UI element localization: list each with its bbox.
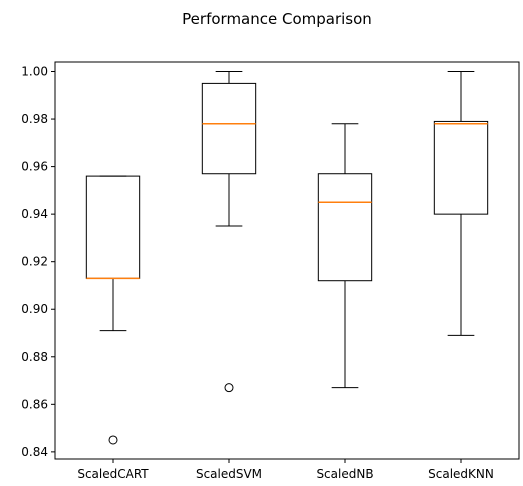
- y-tick-label: 1.00: [21, 65, 48, 79]
- x-tick-label: ScaledSVM: [196, 467, 262, 481]
- chart-title: Performance Comparison: [182, 10, 372, 28]
- box-ScaledCART: [85, 175, 141, 445]
- box-series: [85, 71, 489, 445]
- x-tick-label: ScaledNB: [316, 467, 373, 481]
- box-iqr: [201, 82, 257, 175]
- box-ScaledSVM: [201, 71, 257, 393]
- y-tick-label: 0.98: [21, 112, 48, 126]
- outlier-point: [108, 435, 118, 445]
- box-ScaledNB: [317, 123, 373, 389]
- y-tick-label: 0.84: [21, 445, 48, 459]
- box-iqr: [433, 120, 489, 215]
- y-tick-label: 0.88: [21, 350, 48, 364]
- y-tick-label: 0.92: [21, 255, 48, 269]
- box-ScaledKNN: [433, 71, 489, 336]
- x-tick-label: ScaledCART: [77, 467, 149, 481]
- y-tick-label: 0.94: [21, 207, 48, 221]
- x-axis: ScaledCART ScaledSVM ScaledNB ScaledKNN: [77, 459, 494, 481]
- outlier-point: [224, 383, 234, 393]
- y-tick-label: 0.90: [21, 302, 48, 316]
- x-tick-label: ScaledKNN: [428, 467, 494, 481]
- y-tick-label: 0.96: [21, 160, 48, 174]
- y-axis: 0.84 0.86 0.88 0.90 0.92 0.94 0.96 0.98 1.00: [21, 65, 55, 459]
- box-iqr: [317, 173, 373, 282]
- y-tick-label: 0.86: [21, 397, 48, 411]
- plot-area-frame: [54, 61, 520, 460]
- box-iqr: [85, 175, 141, 279]
